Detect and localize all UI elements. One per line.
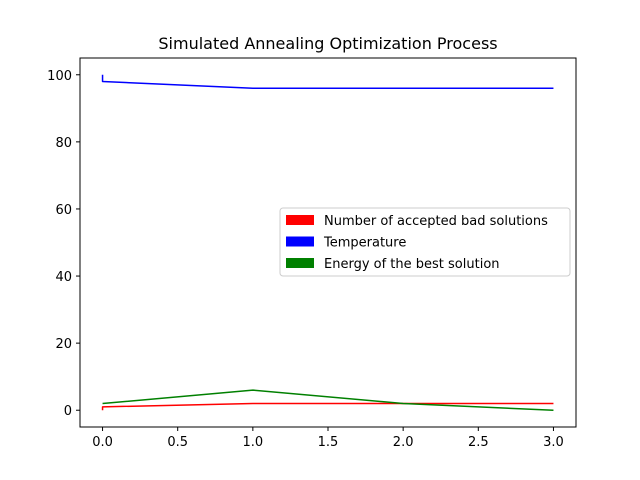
x-tick-label: 0.0 [92, 435, 113, 450]
x-tick-label: 1.5 [318, 435, 339, 450]
y-tick-label: 0 [64, 404, 72, 419]
chart-title: Simulated Annealing Optimization Process [158, 34, 497, 53]
y-tick-label: 40 [55, 270, 72, 285]
series-line-2 [102, 389, 554, 411]
legend: Number of accepted bad solutions Temperat… [279, 207, 571, 277]
legend-swatch-2 [286, 258, 314, 268]
x-tick-label: 3.0 [543, 435, 564, 450]
legend-label-2: Energy of the best solution [324, 257, 500, 272]
series-line-1 [101, 74, 554, 89]
series-line-0 [101, 402, 554, 411]
y-tick-label: 20 [55, 337, 72, 352]
legend-swatch-0 [286, 215, 314, 225]
x-tick-label: 0.5 [167, 435, 188, 450]
legend-swatch-1 [286, 236, 314, 247]
y-tick-label: 80 [55, 136, 72, 151]
legend-box [279, 207, 571, 277]
legend-label-0: Number of accepted bad solutions [324, 214, 548, 229]
ticks-layer: 0.0 0.5 1.0 1.5 2.0 2.5 3.0 0 20 40 60 80 100 [47, 69, 564, 450]
legend-label-1: Temperature [323, 236, 406, 251]
x-tick-label: 1.0 [243, 435, 264, 450]
y-tick-label: 100 [47, 69, 72, 84]
x-tick-label: 2.0 [393, 435, 414, 450]
series-layer [101, 74, 554, 411]
x-tick-label: 2.5 [468, 435, 489, 450]
y-tick-label: 60 [55, 203, 72, 218]
